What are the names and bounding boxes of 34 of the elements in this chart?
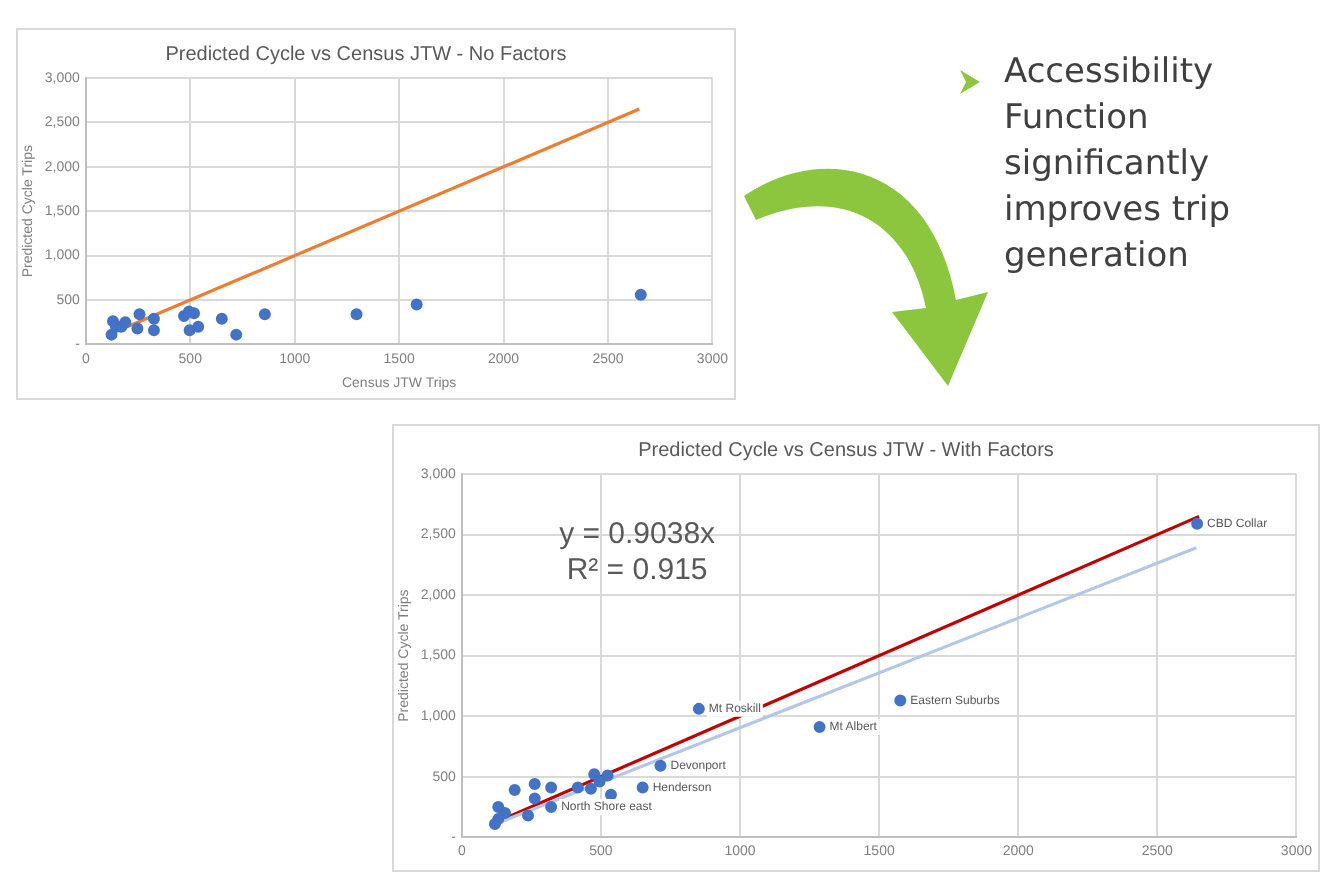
point (545, 800, 558, 813)
annotation: y = 0.9038x (559, 517, 717, 552)
point (258, 308, 271, 321)
point (813, 721, 826, 734)
text: Accessibility Function significantly improves trip generation (1004, 50, 1233, 280)
point (215, 312, 228, 325)
point (545, 781, 558, 794)
point (192, 320, 205, 333)
point (522, 809, 535, 822)
chart-title: Predicted Cycle vs Census JTW - With Factors (638, 439, 1054, 462)
point (410, 298, 423, 311)
point (692, 702, 705, 715)
chart-title: Predicted Cycle vs Census JTW - No Factors (165, 43, 567, 66)
point (508, 783, 521, 796)
annotation: R² = 0.915 (566, 553, 708, 588)
point (133, 308, 146, 321)
point (1191, 517, 1204, 530)
point (147, 324, 160, 337)
point (584, 782, 597, 795)
point (601, 769, 614, 782)
point (634, 288, 647, 301)
point (528, 792, 541, 805)
point (894, 694, 907, 707)
point (350, 308, 363, 321)
point (188, 307, 201, 320)
point (230, 328, 243, 341)
point (147, 312, 160, 325)
point (498, 806, 511, 819)
point (528, 777, 541, 790)
point (636, 781, 649, 794)
point (571, 781, 584, 794)
point (593, 775, 606, 788)
point (131, 322, 144, 335)
point (654, 759, 667, 772)
